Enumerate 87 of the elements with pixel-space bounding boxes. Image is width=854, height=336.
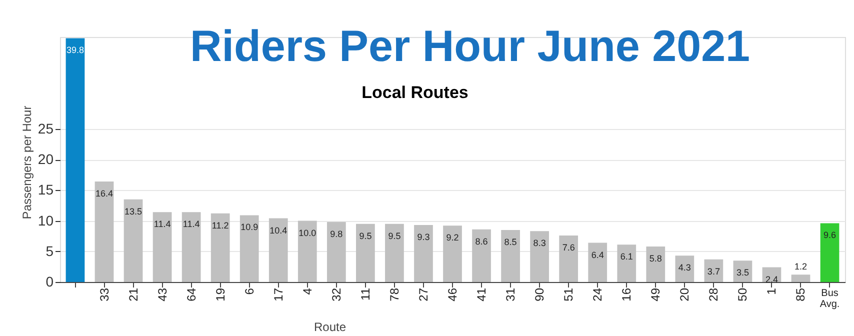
data-label: 6.4 <box>591 250 604 260</box>
data-label: 9.5 <box>388 230 401 241</box>
x-tick-label: 6 <box>242 288 256 295</box>
bar <box>94 182 114 282</box>
x-tick-label: 41 <box>474 288 489 302</box>
x-tick-label: 78 <box>387 288 402 302</box>
x-tick-label: 19 <box>213 288 228 302</box>
x-tick-label: 28 <box>706 288 721 302</box>
data-label: 1.2 <box>794 262 807 272</box>
data-label: 9.6 <box>824 230 836 240</box>
data-label: 16.4 <box>95 188 114 199</box>
y-tick-label: 25 <box>38 120 54 136</box>
bar <box>152 212 172 282</box>
x-tick-label: 64 <box>184 288 198 302</box>
data-label: 10.9 <box>240 222 258 232</box>
bar <box>240 215 259 282</box>
bar <box>210 213 230 282</box>
data-label: 9.2 <box>446 232 459 243</box>
bar <box>530 231 549 282</box>
x-tick-label: 33 <box>97 288 112 302</box>
y-axis-title: Passengers per Hour <box>20 106 34 220</box>
bar <box>356 224 375 282</box>
x-tick-label: 51 <box>562 288 576 302</box>
data-label: 11.4 <box>154 219 171 230</box>
x-tick-label: 43 <box>155 288 170 302</box>
bar <box>385 224 404 282</box>
bar <box>791 274 810 282</box>
x-tick-label: 32 <box>329 288 344 302</box>
bar <box>501 230 520 282</box>
data-label: 9.8 <box>330 228 343 239</box>
text: Local Routes <box>362 83 468 102</box>
bar <box>559 235 578 282</box>
x-tick-label: Bus Avg. <box>820 288 840 310</box>
data-label: 13.5 <box>124 206 142 216</box>
x-tick-label: 46 <box>446 288 460 302</box>
data-label: 11.2 <box>212 220 229 230</box>
x-axis-title: Route <box>314 320 346 334</box>
y-tick-label: 10 <box>38 212 54 228</box>
chart-title: Riders Per Hour June 2021 <box>190 22 750 71</box>
y-tick-label: 0 <box>46 274 54 290</box>
x-tick-label: 31 <box>504 288 518 302</box>
data-label: 10.0 <box>298 228 316 238</box>
data-label: 9.3 <box>417 232 430 242</box>
bar <box>182 212 201 282</box>
x-tick-label: 11 <box>358 288 372 300</box>
y-tick-label: 5 <box>46 242 54 259</box>
x-tick-label: 21 <box>126 288 140 302</box>
x-tick-label: 27 <box>416 288 430 302</box>
data-label: 9.5 <box>359 230 372 241</box>
data-label: 39.8 <box>66 45 84 56</box>
y-tick-label: 15 <box>38 182 54 198</box>
bar <box>675 256 694 282</box>
x-tick-label: 50 <box>736 288 750 302</box>
bar <box>124 199 143 282</box>
x-tick-label: 4 <box>300 288 314 295</box>
x-tick-label: 49 <box>648 288 663 302</box>
data-label: 3.5 <box>736 268 749 278</box>
bar <box>646 246 666 282</box>
bar <box>472 229 491 282</box>
bar <box>414 225 433 282</box>
x-tick-label: 20 <box>678 288 692 302</box>
bar <box>443 226 462 282</box>
bar <box>298 220 317 282</box>
bar <box>820 223 840 282</box>
bar <box>588 242 608 282</box>
data-label: 8.3 <box>533 238 546 248</box>
x-tick-label: 85 <box>794 288 808 302</box>
x-tick-label: 1 <box>764 288 779 295</box>
data-label: 6.1 <box>620 252 633 262</box>
data-label: 7.6 <box>562 242 575 252</box>
data-label: 5.8 <box>649 253 662 264</box>
bar <box>326 222 346 282</box>
data-label: 2.4 <box>765 274 778 284</box>
data-label: 11.4 <box>182 219 200 230</box>
bar <box>617 244 636 282</box>
data-label: 4.3 <box>678 262 691 273</box>
x-tick-label: 16 <box>620 288 634 302</box>
bar <box>268 218 288 282</box>
data-label: 8.6 <box>475 236 488 246</box>
bar <box>66 38 85 282</box>
data-label: 8.5 <box>504 236 517 247</box>
data-label: 10.4 <box>270 225 288 236</box>
y-tick-label: 20 <box>38 151 54 167</box>
x-tick-label: 24 <box>590 288 605 302</box>
x-tick-label: 90 <box>532 288 547 302</box>
data-label: 3.7 <box>707 266 720 276</box>
x-tick-label: 17 <box>271 288 286 302</box>
